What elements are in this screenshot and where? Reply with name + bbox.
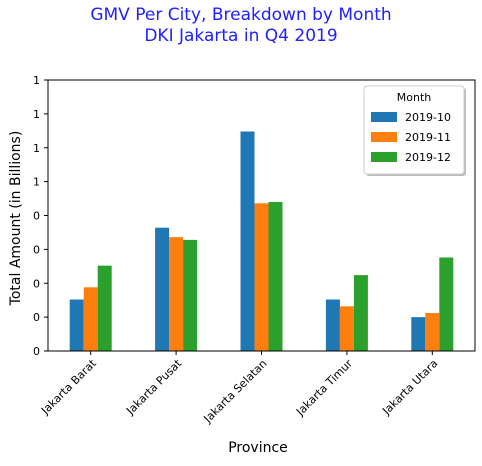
bar-2019-12 [353,275,368,351]
legend-entry-2019-10: 2019-10 [405,111,451,124]
x-tick-label: Jakarta Utara [379,357,440,418]
x-axis-label: Province [228,440,288,456]
y-tick-label: 0 [33,243,40,256]
y-tick-label: 0 [33,210,40,223]
legend-swatch-2019-10 [371,112,397,122]
bar-2019-11 [339,306,354,351]
x-tick-label: Jakarta Timur [293,357,355,419]
y-tick-label: 0 [33,277,40,290]
bar-2019-12 [439,257,454,351]
bar-2019-11 [425,313,440,351]
y-tick-label: 0 [33,311,40,324]
bar-2019-10 [155,227,170,351]
legend-swatch-2019-12 [371,152,397,162]
bar-2019-11 [254,203,269,351]
y-tick-label: 0 [33,345,40,358]
chart-subtitle: DKI Jakarta in Q4 2019 [144,26,338,46]
legend-entry-2019-11: 2019-11 [405,131,451,144]
legend-entry-2019-12: 2019-12 [405,151,451,164]
bar-2019-10 [325,299,340,351]
x-tick-label: Jakarta Selatan [201,357,270,426]
chart-title: GMV Per City, Breakdown by Month [90,5,392,25]
legend-swatch-2019-11 [371,132,397,142]
plot-frame [47,79,476,352]
bar-2019-10 [240,131,255,351]
x-tick-label: Jakarta Pusat [123,356,184,417]
bar-2019-10 [411,317,426,351]
y-tick-label: 1 [33,74,40,87]
legend-title: Month [397,91,432,104]
bar-2019-12 [268,201,283,351]
y-tick-label: 1 [33,176,40,189]
bar-2019-10 [69,299,84,351]
bar-2019-12 [97,265,112,351]
y-tick-label: 1 [33,108,40,121]
y-tick-label: 1 [33,142,40,155]
x-tick-label: Jakarta Barat [38,356,99,417]
bar-2019-11 [169,237,184,351]
y-axis-label: Total Amount (in Billions) [8,130,24,306]
bar-2019-12 [183,239,198,351]
bar-2019-11 [83,287,98,351]
